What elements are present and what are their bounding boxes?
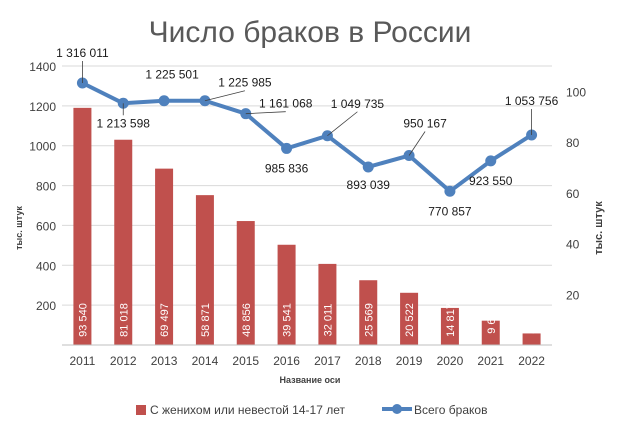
bar-data-label: 81 018	[118, 303, 130, 337]
left-y-tick-label: 1400	[29, 60, 56, 74]
x-tick-labels: 2011 2012 2013 2014 2015 2016 2017 2018 2019 2020…	[70, 354, 546, 368]
line-data-label: 1 049 735	[331, 97, 385, 111]
line-data-label: 1 053 756	[505, 94, 559, 108]
line-data-label: 1 225 501	[145, 68, 199, 82]
bar-series	[73, 107, 541, 345]
line-data-label: 923 550	[469, 174, 513, 188]
bar	[73, 107, 92, 345]
x-tick-label: 2022	[518, 354, 545, 368]
right-y-tick-label: 100	[566, 85, 586, 99]
bar	[114, 139, 133, 345]
left-y-tick-label: 1000	[29, 140, 56, 154]
left-y-tick-label: 800	[36, 180, 56, 194]
bar	[277, 244, 296, 345]
bar-data-label: 48 856	[241, 303, 253, 337]
right-y-tick-label: 20	[566, 288, 580, 302]
bar-data-label: 25 569	[363, 303, 375, 337]
left-y-tick-labels: 200 400 600 800 1000 1200 1400	[29, 60, 56, 313]
line-point	[158, 95, 170, 107]
bar-data-label: 32 011	[322, 304, 334, 337]
bar	[400, 292, 419, 345]
line-label-leader	[245, 111, 286, 115]
line-data-label: 1 161 068	[259, 97, 313, 111]
line-point	[485, 155, 497, 167]
right-y-tick-label: 60	[566, 187, 580, 201]
x-tick-label: 2013	[151, 354, 178, 368]
line-series	[76, 77, 538, 197]
line-point	[362, 161, 374, 173]
left-y-tick-label: 1200	[29, 100, 56, 114]
line-data-label: 1 316 011	[56, 46, 109, 60]
right-y-tick-label: 80	[566, 136, 580, 150]
line-data-label: 1 213 598	[97, 116, 151, 130]
legend-label-line: Всего браков	[414, 403, 487, 417]
bar-data-label: 58 871	[200, 303, 212, 337]
line-data-label: 770 857	[428, 204, 472, 218]
bar	[155, 168, 174, 345]
line-data-label: 950 167	[403, 117, 447, 131]
x-tick-label: 2020	[437, 354, 464, 368]
bar	[318, 263, 337, 345]
x-tick-label: 2012	[110, 354, 137, 368]
x-tick-label: 2014	[192, 354, 219, 368]
x-tick-label: 2021	[477, 354, 504, 368]
bar-data-labels: 93 540 81 018 69 497 58 871 48 856 39 541 32 0…	[77, 303, 538, 337]
legend: С женихом или невестой 14-17 лет Всего б…	[136, 403, 487, 417]
x-tick-label: 2016	[273, 354, 300, 368]
legend-swatch-bars	[136, 405, 146, 415]
left-y-axis-title: тыс. штук	[14, 206, 24, 250]
bar	[440, 307, 459, 345]
line-label-leader	[408, 131, 426, 156]
line-data-label: 1 225 985	[218, 76, 272, 90]
legend-swatch-marker	[392, 404, 402, 414]
line-label-leader	[204, 90, 246, 102]
line-data-label: 893 039	[347, 178, 391, 192]
bar	[481, 320, 500, 345]
right-y-tick-labels: 20 40 60 80 100	[566, 85, 586, 302]
x-tick-label: 2019	[396, 354, 423, 368]
bar	[236, 221, 255, 345]
legend-label-bars: С женихом или невестой 14-17 лет	[150, 403, 345, 417]
x-tick-label: 2011	[70, 354, 96, 368]
left-y-tick-label: 400	[36, 259, 56, 273]
bar	[195, 195, 214, 345]
line-label-leader	[327, 111, 358, 137]
bar-data-label: 14 817	[445, 303, 457, 337]
left-y-tick-label: 600	[36, 219, 56, 233]
line-point	[444, 185, 456, 197]
left-y-tick-label: 200	[36, 299, 56, 313]
x-tick-label: 2017	[314, 354, 341, 368]
bar-data-label: 9 650	[486, 306, 498, 334]
x-tick-label: 2015	[232, 354, 259, 368]
line-data-labels: 1 316 011 1 213 598 1 225 501 1 225 985 1 16…	[56, 46, 558, 218]
bar-data-label: 69 497	[159, 303, 171, 337]
bar-data-label: 20 522	[404, 303, 416, 337]
line-data-label: 985 836	[265, 161, 309, 175]
x-axis-title: Название оси	[280, 375, 341, 385]
bar	[359, 280, 378, 345]
series-line	[81, 81, 533, 194]
right-y-axis-title: тыс. штук	[593, 201, 605, 255]
bar	[522, 333, 541, 345]
right-y-tick-label: 40	[566, 238, 580, 252]
bar-data-label: 39 541	[282, 303, 294, 337]
chart-title: Число браков в России	[149, 16, 472, 49]
bar-data-label: 93 540	[77, 303, 89, 337]
gridlines	[62, 65, 552, 306]
bar-data-label: 4 583	[527, 306, 539, 334]
line-point	[281, 142, 293, 154]
x-tick-label: 2018	[355, 354, 382, 368]
